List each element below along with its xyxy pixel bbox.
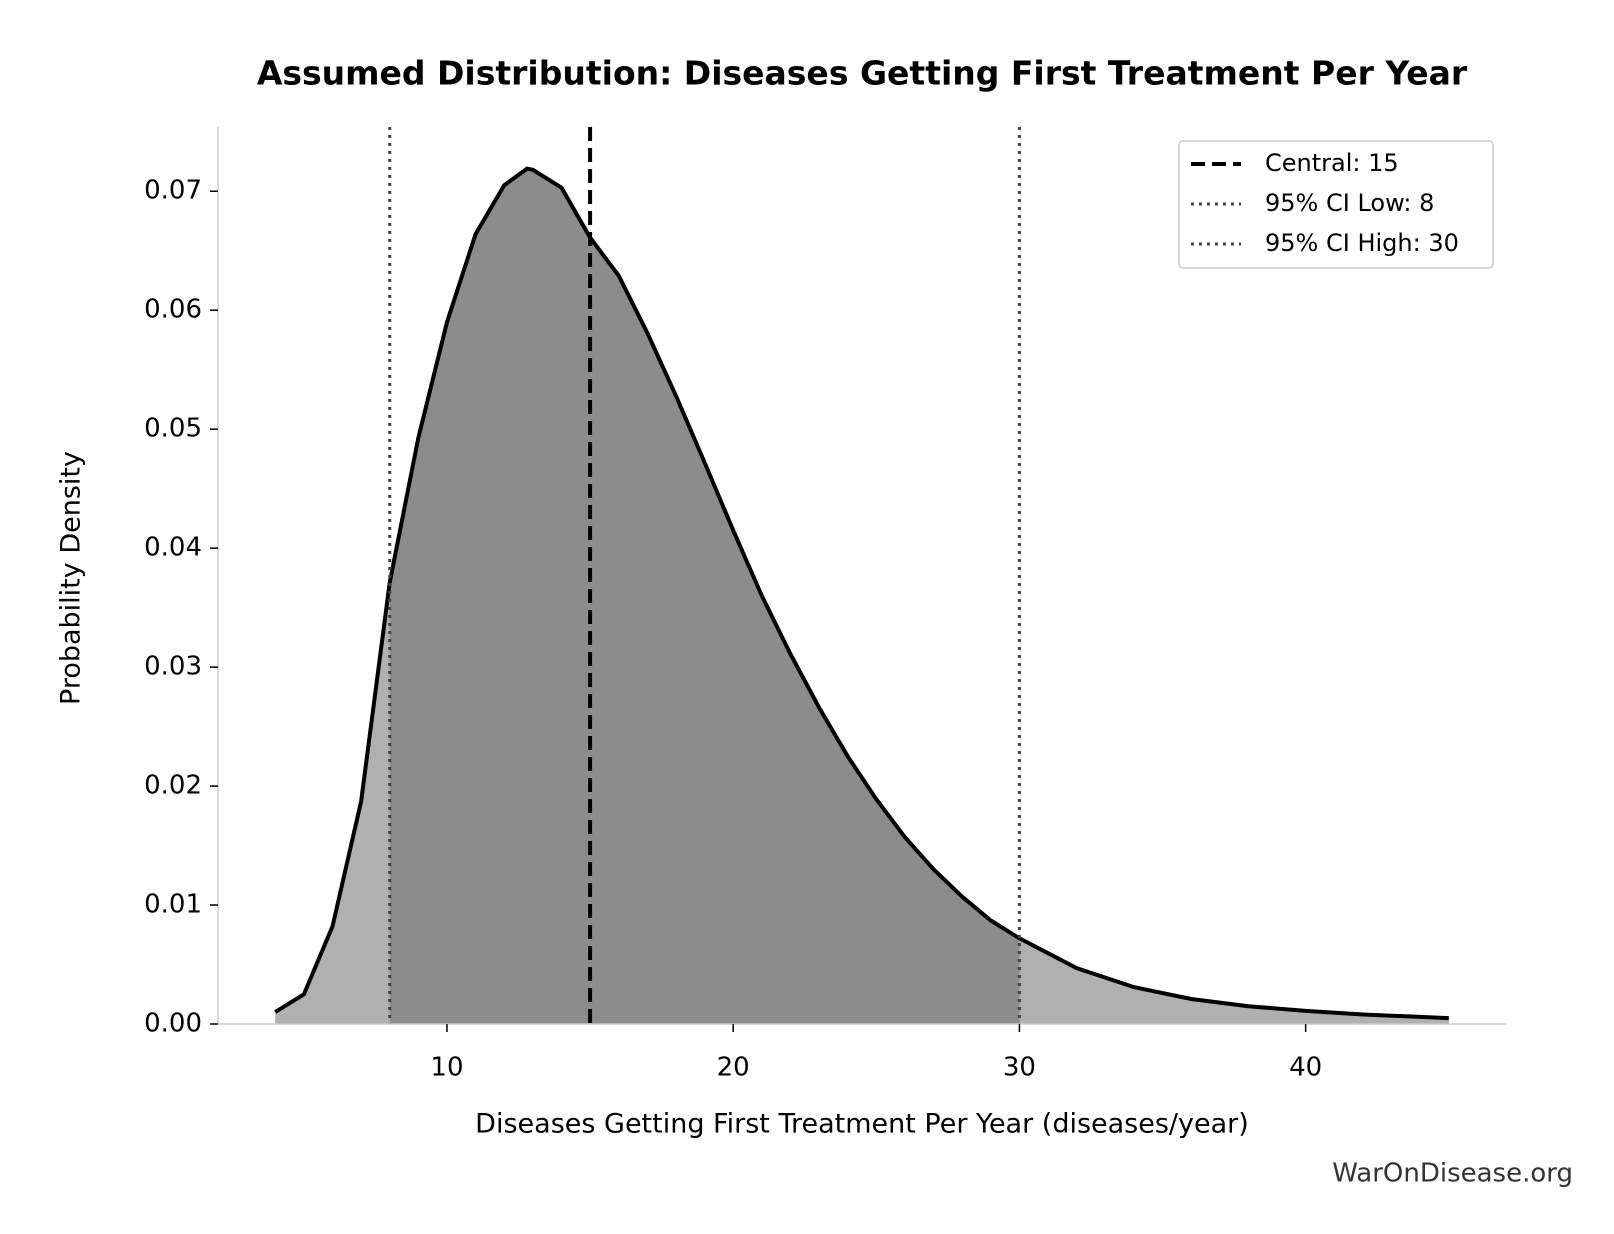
- y-tick-label: 0.06: [144, 295, 202, 325]
- ci-area: [389, 168, 1020, 1024]
- legend-label: 95% CI Low: 8: [1265, 189, 1434, 217]
- legend-box: [1178, 140, 1494, 269]
- x-tick-label: 40: [1289, 1053, 1322, 1083]
- x-tick-label: 20: [717, 1053, 750, 1083]
- density-line: [274, 166, 1449, 1021]
- chart-title: Assumed Distribution: Diseases Getting F…: [257, 54, 1468, 93]
- y-tick-label: 0.05: [144, 414, 202, 444]
- x-axis-label: Diseases Getting First Treatment Per Yea…: [475, 1109, 1249, 1140]
- y-axis-label: Probability Density: [56, 451, 87, 705]
- x-tick-label: 30: [1003, 1053, 1036, 1083]
- legend: Central: 15 95% CI Low: 8 95% CI High: 30: [1178, 140, 1494, 269]
- x-tick-label: 10: [430, 1053, 463, 1083]
- y-tick-label: 0.07: [144, 176, 202, 206]
- y-tick-label: 0.00: [144, 1009, 202, 1039]
- watermark: WarOnDisease.org: [1332, 1159, 1573, 1189]
- y-tick-label: 0.03: [144, 652, 202, 682]
- legend-label: 95% CI High: 30: [1265, 229, 1459, 257]
- legend-label: Central: 15: [1265, 149, 1399, 177]
- y-tick-label: 0.01: [144, 890, 202, 920]
- y-tick-label: 0.04: [144, 533, 202, 563]
- y-tick-label: 0.02: [144, 771, 202, 801]
